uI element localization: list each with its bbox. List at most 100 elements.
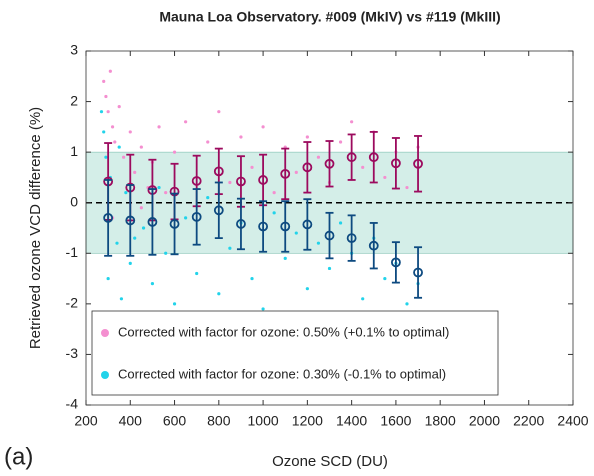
- y-tick-label: -2: [66, 295, 79, 311]
- chart-title: Mauna Loa Observatory. #009 (MkIV) vs #1…: [159, 9, 500, 25]
- x-tick-label: 2400: [557, 413, 588, 429]
- scatter-point: [239, 135, 243, 139]
- scatter-point: [228, 180, 232, 185]
- scatter-point: [113, 140, 117, 144]
- y-axis-label: Retrieved ozone VCD difference (%): [27, 107, 44, 349]
- mean-marker: [213, 166, 224, 177]
- scatter-point: [361, 165, 365, 169]
- mean-marker: [236, 219, 246, 229]
- mean-marker: [391, 158, 401, 169]
- scatter-point: [119, 297, 124, 301]
- mean-marker: [125, 215, 136, 226]
- scatter-point: [133, 170, 137, 174]
- legend-box: [91, 310, 499, 396]
- mean-marker: [191, 211, 202, 222]
- x-tick-label: 1800: [425, 413, 456, 429]
- mean-marker: [258, 175, 268, 185]
- scatter-point: [141, 226, 146, 230]
- scatter-point: [104, 155, 108, 159]
- legend-label: Corrected with factor for ozone: 0.50% (…: [118, 324, 449, 339]
- x-tick-label: 400: [119, 413, 143, 429]
- scatter-point: [195, 271, 199, 276]
- scatter-point: [117, 145, 121, 149]
- scatter-point: [104, 94, 108, 99]
- scatter-point: [128, 261, 132, 265]
- scatter-point: [405, 185, 409, 190]
- mean-marker: [213, 205, 224, 216]
- mean-marker: [368, 240, 379, 251]
- scatter-point: [338, 140, 343, 144]
- x-tick-label: 1200: [292, 413, 323, 429]
- scatter-point: [272, 211, 276, 215]
- mean-marker: [413, 267, 423, 278]
- scatter-point: [110, 125, 115, 129]
- scatter-point: [305, 135, 309, 139]
- mean-marker: [368, 152, 379, 163]
- scatter-point: [350, 120, 354, 124]
- mean-marker: [346, 233, 357, 244]
- scatter-point: [294, 170, 298, 174]
- scatter-point: [99, 110, 104, 114]
- mean-marker: [191, 176, 202, 186]
- mean-marker: [103, 212, 114, 223]
- y-tick-label: 2: [70, 92, 78, 108]
- scatter-point: [405, 302, 409, 306]
- mean-marker: [258, 221, 268, 232]
- scatter-point: [338, 221, 343, 225]
- legend-marker: [101, 371, 109, 379]
- scatter-point: [184, 120, 188, 124]
- x-tick-label: 1400: [336, 413, 367, 429]
- scatter-point: [383, 276, 387, 281]
- scatter-point: [361, 297, 365, 301]
- y-tick-label: 0: [70, 193, 78, 209]
- scatter-point: [261, 125, 265, 129]
- y-tick-label: -3: [66, 345, 79, 361]
- mean-marker: [280, 168, 291, 179]
- plot-frame: [85, 50, 574, 406]
- mean-marker: [280, 221, 291, 232]
- scatter-point: [139, 145, 143, 149]
- y-tick-label: 3: [70, 42, 78, 58]
- scatter-point: [150, 282, 155, 286]
- mean-marker: [302, 162, 313, 173]
- scatter-point: [316, 241, 321, 245]
- mean-marker: [346, 152, 357, 163]
- x-tick-label: 2000: [469, 413, 500, 429]
- x-tick-label: 800: [207, 413, 231, 429]
- scatter-point: [157, 185, 161, 190]
- scatter-point: [206, 140, 210, 144]
- scatter-point: [272, 191, 276, 195]
- scatter-point: [117, 105, 121, 109]
- scatter-point: [102, 130, 106, 134]
- mean-marker: [391, 257, 401, 268]
- legend-marker: [101, 329, 109, 337]
- x-tick-label: 1000: [248, 413, 279, 429]
- scatter-point: [283, 256, 287, 260]
- scatter-point: [106, 276, 110, 281]
- mean-marker: [413, 158, 423, 169]
- scatter-point: [115, 241, 119, 245]
- scatter-point: [261, 307, 265, 311]
- mean-marker: [302, 219, 313, 230]
- scatter-point: [228, 246, 232, 250]
- scatter-point: [217, 292, 221, 296]
- scatter-point: [124, 191, 128, 195]
- scatter-point: [184, 216, 188, 220]
- scatter-point: [172, 302, 177, 306]
- y-tick-label: -4: [66, 396, 79, 412]
- mean-marker: [324, 158, 335, 169]
- mean-marker: [324, 230, 335, 241]
- scatter-point: [164, 191, 168, 195]
- x-tick-label: 1600: [380, 413, 411, 429]
- scatter-point: [133, 236, 137, 240]
- scatter-point: [206, 196, 210, 200]
- scatter-point: [217, 110, 221, 114]
- scatter-point: [316, 155, 321, 159]
- scatter-point: [106, 110, 110, 114]
- x-axis-label: Ozone SCD (DU): [272, 453, 388, 470]
- scatter-point: [250, 165, 254, 169]
- scatter-point: [294, 231, 298, 235]
- scatter-point: [139, 206, 143, 210]
- scatter-point: [327, 266, 332, 271]
